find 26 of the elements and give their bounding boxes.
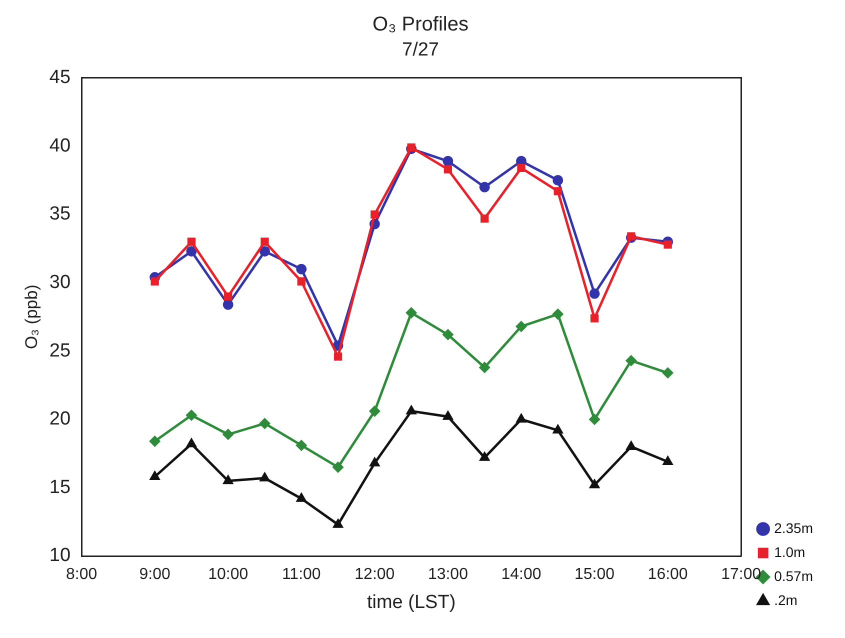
x-tick-label: 12:00 bbox=[354, 566, 395, 584]
legend-label: .2m bbox=[774, 592, 798, 608]
legend-label: 1.0m bbox=[774, 544, 806, 560]
x-tick-label: 13:00 bbox=[428, 566, 468, 584]
x-tick-label: 15:00 bbox=[574, 566, 615, 584]
x-axis-title: time (LST) bbox=[366, 592, 456, 613]
x-tick-label: 17:00 bbox=[721, 566, 762, 584]
y-axis-title: O₃ (ppb) bbox=[22, 284, 41, 350]
chart-subtitle: 7/27 bbox=[402, 40, 439, 61]
legend-label: 2.35m bbox=[774, 520, 814, 536]
x-tick-label: 11:00 bbox=[282, 566, 321, 584]
y-tick-label: 35 bbox=[49, 204, 71, 225]
x-tick-label: 8:00 bbox=[66, 566, 98, 584]
y-tick-label: 20 bbox=[49, 408, 71, 430]
y-tick-label: 15 bbox=[49, 476, 71, 498]
y-tick-label: 40 bbox=[49, 135, 71, 156]
chart-title: O₃ Profiles bbox=[372, 14, 468, 36]
x-tick-label: 10:00 bbox=[208, 566, 248, 584]
x-tick-label: 9:00 bbox=[139, 566, 170, 584]
x-tick-label: 16:00 bbox=[648, 566, 688, 584]
y-tick-label: 10 bbox=[49, 545, 71, 566]
y-tick-label: 30 bbox=[49, 272, 71, 293]
legend-label: 0.57m bbox=[774, 568, 814, 584]
y-tick-label: 25 bbox=[49, 340, 71, 362]
y-tick-label: 45 bbox=[49, 67, 71, 88]
x-tick-label: 14:00 bbox=[501, 566, 542, 584]
